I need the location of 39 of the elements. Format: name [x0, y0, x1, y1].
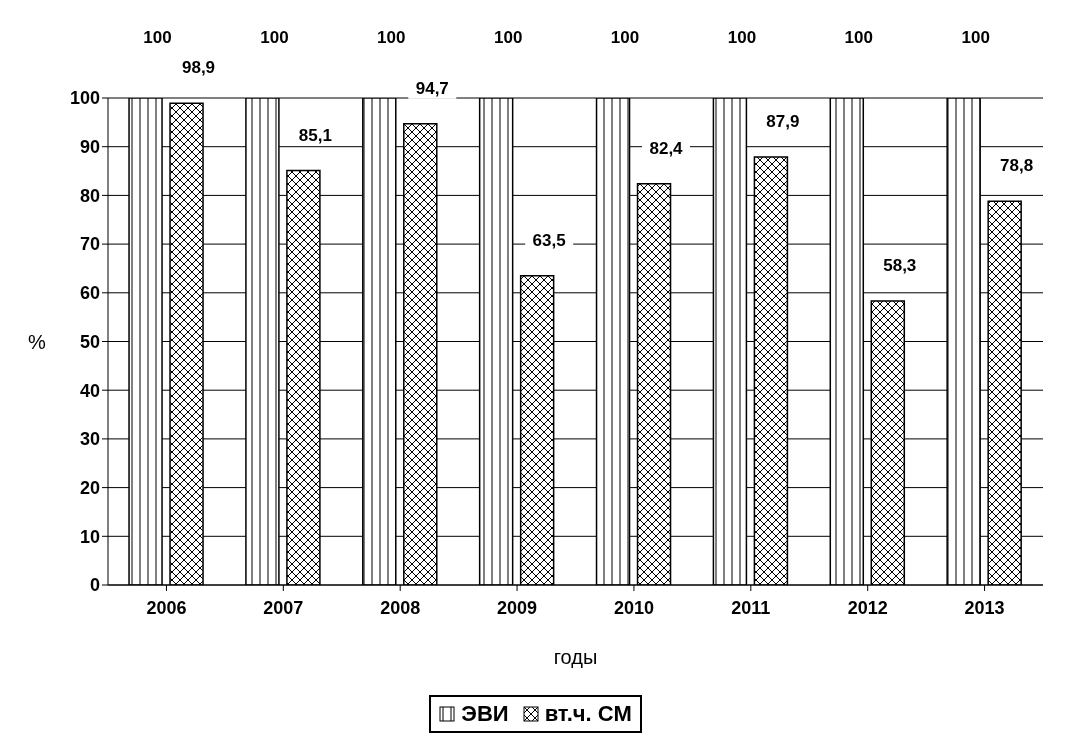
data-label: 87,9	[766, 111, 800, 131]
x-tick-label: 2011	[731, 597, 771, 618]
legend-label: вт.ч. СМ	[543, 701, 632, 727]
data-label: 58,3	[883, 256, 917, 276]
data-label: 100	[260, 28, 289, 47]
x-tick-label: 2008	[380, 597, 421, 618]
y-tick-label: 100	[69, 88, 100, 109]
y-tick-label: 50	[79, 331, 100, 352]
data-label: 100	[961, 28, 990, 47]
x-tick-label: 2010	[613, 597, 654, 618]
x-axis-title: годы	[553, 646, 598, 669]
data-label: 100	[377, 28, 406, 47]
y-tick-label: 20	[79, 477, 100, 498]
y-tick-label: 30	[79, 429, 100, 450]
y-tick-label: 60	[79, 283, 100, 304]
data-label: 100	[143, 28, 172, 47]
data-label: 98,9	[181, 58, 216, 78]
data-label: 100	[727, 28, 757, 47]
data-label: 82,4	[649, 138, 684, 158]
data-label: 100	[610, 28, 640, 47]
y-tick-label: 90	[79, 137, 100, 158]
y-tick-label: 10	[79, 526, 100, 547]
data-label: 100	[844, 28, 873, 47]
y-tick-label: 70	[79, 234, 100, 255]
x-tick-label: 2009	[497, 597, 538, 618]
data-label: 100	[493, 28, 523, 47]
data-label: 63,5	[532, 230, 566, 250]
x-tick-label: 2006	[146, 597, 187, 618]
y-tick-label: 80	[79, 185, 100, 206]
x-tick-label: 2012	[847, 597, 888, 618]
data-label: 94,7	[415, 78, 449, 98]
y-tick-label: 0	[89, 575, 100, 596]
legend-label: ЭВИ	[460, 701, 509, 727]
data-label: 85,1	[298, 125, 332, 145]
y-axis-title: %	[28, 330, 46, 353]
data-label: 78,8	[1000, 156, 1034, 176]
x-tick-label: 2007	[263, 597, 304, 618]
y-tick-label: 40	[79, 380, 100, 401]
x-tick-label: 2013	[964, 597, 1005, 618]
